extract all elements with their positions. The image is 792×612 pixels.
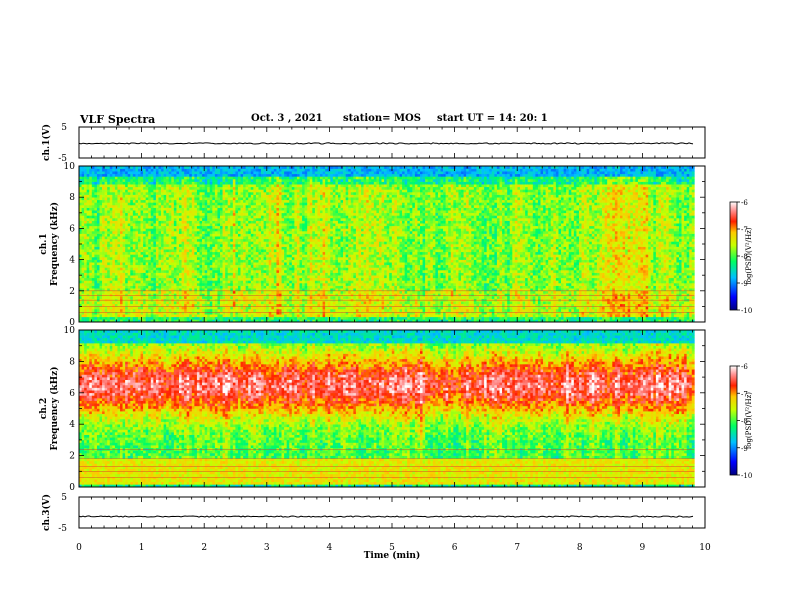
x-tick-label: 8	[577, 543, 583, 553]
ch1-waveform-ytick: 5	[61, 123, 67, 133]
ch3-waveform-trace	[79, 516, 693, 517]
ch1-spectrogram-ylabel: Frequency (kHz)	[49, 202, 60, 286]
ch1-spectrogram-ylabel-channel: ch.1	[39, 233, 49, 254]
x-tick-label: 4	[327, 543, 333, 553]
ch1-spectrogram-cells	[79, 166, 695, 322]
ch1-spectrogram-ytick: 4	[69, 256, 75, 266]
ch2-spectrogram-colorbar-tick: -10	[741, 472, 752, 480]
x-tick-label: 10	[699, 543, 711, 553]
ch2-spectrogram-colorbar	[730, 366, 737, 475]
x-tick-label: 1	[139, 543, 145, 553]
ch3-waveform-ytick: 5	[61, 493, 67, 503]
x-tick-label: 3	[264, 543, 270, 553]
ch2-spectrogram-ytick: 6	[69, 389, 75, 399]
ch1-spectrogram-colorbar	[730, 202, 737, 310]
ch2-spectrogram-ytick: 2	[69, 452, 75, 462]
ch1-waveform-ylabel: ch.1(V)	[41, 124, 52, 161]
ch3-waveform-ytick: -5	[58, 524, 67, 534]
ch2-spectrogram-ytick: 4	[69, 420, 75, 430]
ch2-spectrogram-ylabel: Frequency (kHz)	[49, 366, 60, 450]
ch3-waveform-ylabel: ch.3(V)	[41, 494, 52, 531]
ch1-spectrogram-colorbar-tick: -10	[741, 307, 752, 315]
ch2-spectrogram-ytick: 8	[69, 357, 75, 367]
ch1-spectrogram-colorbar-label: log(PSD)(V²/Hz)	[745, 227, 753, 284]
ch1-waveform-trace	[79, 143, 693, 144]
ch1-waveform-ytick: -5	[58, 154, 67, 164]
ch2-spectrogram-colorbar-tick: -6	[741, 363, 748, 371]
ch2-spectrogram-colorbar-label: log(PSD)(V²/Hz)	[745, 392, 753, 449]
ch2-spectrogram-cells	[79, 330, 695, 487]
x-tick-label: 9	[640, 543, 646, 553]
ch1-spectrogram-ytick: 2	[69, 287, 75, 297]
ch2-spectrogram-ytick: 10	[64, 326, 76, 336]
x-tick-label: 0	[76, 543, 82, 553]
ch2-spectrogram-ytick: 0	[69, 483, 75, 493]
ch1-spectrogram-ytick: 6	[69, 224, 75, 234]
x-tick-label: 7	[514, 543, 520, 553]
x-tick-label: 6	[452, 543, 458, 553]
x-tick-label: 2	[201, 543, 207, 553]
ch1-spectrogram-ytick: 8	[69, 193, 75, 203]
x-axis-label: Time (min)	[364, 550, 421, 561]
vlf-figure: 0246810ch.1 Frequency (kHz) -6-7-8-9-10log…	[0, 0, 792, 612]
ch1-spectrogram-colorbar-tick: -6	[741, 199, 748, 207]
ch2-spectrogram-ylabel-channel: ch.2	[39, 398, 49, 419]
